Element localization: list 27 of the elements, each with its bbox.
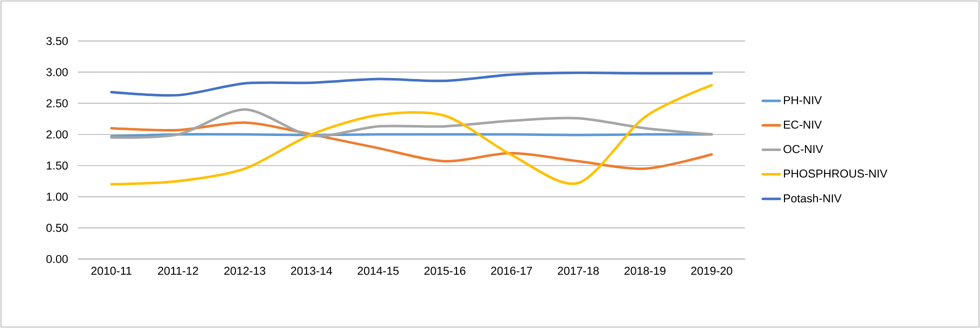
x-tick-label: 2019-20 [691,266,732,275]
y-tick-label: 0.00 [46,254,68,264]
legend-label: OC-NIV [784,145,824,154]
y-tick-label: 0.50 [46,224,68,232]
y-tick-label: 2.00 [46,130,68,138]
x-tick-label: 2010-11 [91,266,132,275]
x-tick-label: 2016-17 [491,266,532,275]
x-tick-label: 2012-13 [224,266,266,275]
x-tick-label: 2015-16 [424,266,466,275]
legend-label: EC-NIV [784,120,822,129]
x-tick-label: 2013-14 [291,266,332,275]
legend-label: PH-NIV [784,96,822,104]
legend-label: Potash-NIV [784,194,842,202]
line-series [110,84,713,186]
x-tick-label: 2011-12 [158,266,198,275]
y-tick-label: 3.00 [46,68,68,76]
x-tick-label: 2018-19 [624,266,666,275]
line-series [110,108,713,139]
legend-label: PHOSPHROUS-NIV [784,170,888,178]
y-tick-label: 1.50 [46,162,68,170]
y-tick-label: 2.50 [46,99,68,108]
line-series [110,71,713,97]
x-tick-label: 2014-15 [358,266,399,275]
x-tick-label: 2017-18 [558,266,599,275]
line-series [110,121,713,170]
y-tick-label: 1.00 [46,192,68,201]
y-tick-label: 3.50 [46,36,68,46]
